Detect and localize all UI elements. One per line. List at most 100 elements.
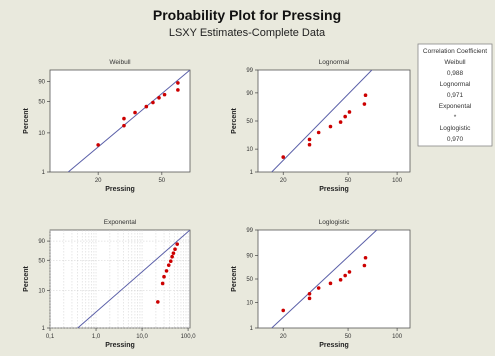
plot-area xyxy=(257,229,411,329)
panel-title: Loglogistic xyxy=(319,219,350,226)
data-point xyxy=(96,143,100,147)
y-axis-label: Percent xyxy=(231,107,238,133)
y-tick-label: 50 xyxy=(38,100,45,106)
chart-panel-weibull: Weibull Pressing Percent 20 50 90 50 10 1 xyxy=(23,59,191,193)
figure-title: Probability Plot for Pressing xyxy=(153,7,341,23)
y-tick-label: 90 xyxy=(246,254,253,260)
y-tick-label: 99 xyxy=(246,228,253,234)
legend-box: Correlation Coefficient Weibull 0,988 Lo… xyxy=(417,43,493,147)
data-point xyxy=(316,286,321,290)
x-tick-label: 0,1 xyxy=(46,334,55,340)
legend-entry-name: Exponental xyxy=(439,103,472,110)
y-tick-label: 1 xyxy=(42,326,46,332)
data-point xyxy=(328,281,333,286)
data-point xyxy=(133,110,137,115)
plot-area xyxy=(49,69,191,173)
fit-line xyxy=(271,70,373,172)
data-point xyxy=(338,278,343,282)
x-tick-label: 20 xyxy=(280,178,287,184)
y-tick-label: 90 xyxy=(246,91,253,97)
fit-line xyxy=(271,230,378,328)
legend-entry-value: 0,988 xyxy=(447,70,464,77)
data-point xyxy=(338,120,343,124)
y-tick-label: 90 xyxy=(38,80,45,86)
legend-entry-name: Lognormal xyxy=(440,81,471,88)
legend-entry-value: * xyxy=(454,114,457,121)
panel-title: Lognormal xyxy=(319,59,350,66)
data-point xyxy=(160,281,165,286)
x-tick-label: 100 xyxy=(392,178,403,184)
data-point xyxy=(151,100,155,105)
data-point xyxy=(170,254,174,259)
y-tick-label: 50 xyxy=(246,119,253,125)
legend-entry-name: Weibull xyxy=(444,59,466,66)
data-point xyxy=(281,308,286,313)
x-axis-label: Pressing xyxy=(319,186,349,193)
data-point xyxy=(281,155,286,159)
data-point xyxy=(363,93,368,98)
legend-frame xyxy=(417,43,493,147)
x-axis-label: Pressing xyxy=(105,342,135,349)
y-tick-label: 50 xyxy=(38,258,45,264)
y-tick-label: 50 xyxy=(246,277,253,283)
data-point xyxy=(171,251,176,256)
data-point xyxy=(347,110,352,114)
y-axis-label: Percent xyxy=(231,265,238,291)
data-point xyxy=(343,114,347,119)
chart-panel-loglogistic: Loglogistic Pressing Percent 20 50 100 99 90 50 1… xyxy=(231,219,411,349)
data-point xyxy=(328,124,333,129)
data-point xyxy=(162,274,166,279)
data-point xyxy=(173,247,177,252)
data-point xyxy=(164,269,169,273)
data-point xyxy=(168,259,173,264)
data-point xyxy=(157,95,161,100)
data-point xyxy=(176,88,180,92)
x-axis-label: Pressing xyxy=(105,186,135,193)
data-point xyxy=(347,270,352,274)
y-tick-label: 90 xyxy=(38,239,45,245)
data-point xyxy=(175,242,180,246)
x-tick-label: 20 xyxy=(95,178,102,184)
legend-entry-value: 0,971 xyxy=(447,92,464,99)
x-tick-label: 100 xyxy=(392,334,403,340)
data-point xyxy=(156,300,160,304)
data-point xyxy=(307,137,312,142)
chart-panel-lognormal: Lognormal Pressing Percent 20 50 100 99 90 50 10 1 xyxy=(231,59,411,193)
y-tick-label: 10 xyxy=(38,131,45,137)
legend-entry-value: 0,970 xyxy=(447,136,464,143)
panels-layer: Weibull Pressing Percent 20 50 90 50 10 1 Lognorm… xyxy=(23,59,411,349)
x-axis-label: Pressing xyxy=(319,342,349,349)
x-tick-label: 50 xyxy=(345,334,352,340)
y-tick-label: 10 xyxy=(38,288,45,294)
x-tick-label: 100,0 xyxy=(181,334,197,340)
data-point xyxy=(316,130,321,135)
data-point xyxy=(144,104,149,109)
fit-line xyxy=(67,70,190,172)
y-axis-label: Percent xyxy=(23,265,30,291)
plot-area xyxy=(257,69,411,173)
plot-area xyxy=(49,229,191,329)
y-tick-label: 1 xyxy=(42,170,46,176)
legend-heading: Correlation Coefficient xyxy=(423,48,487,55)
data-point xyxy=(307,142,312,147)
data-point xyxy=(176,81,180,85)
panel-title: Weibull xyxy=(109,59,131,66)
data-point xyxy=(307,296,312,301)
data-point xyxy=(363,255,368,260)
data-point xyxy=(343,273,347,278)
data-point xyxy=(162,92,167,97)
panel-title: Exponental xyxy=(104,219,137,226)
data-point xyxy=(307,291,312,296)
legend-entry-name: Loglogistic xyxy=(440,125,471,132)
y-tick-label: 10 xyxy=(246,147,253,153)
data-point xyxy=(122,123,126,128)
data-point xyxy=(122,116,126,121)
x-tick-label: 20 xyxy=(280,334,287,340)
data-point xyxy=(166,263,171,267)
chart-panel-exponental: Exponental Pressing Percent 0,1 1,0 10,0 100,0… xyxy=(23,219,196,349)
y-axis-label: Percent xyxy=(23,107,30,133)
data-point xyxy=(362,263,367,268)
y-tick-label: 10 xyxy=(246,300,253,306)
x-tick-label: 1,0 xyxy=(92,334,101,340)
